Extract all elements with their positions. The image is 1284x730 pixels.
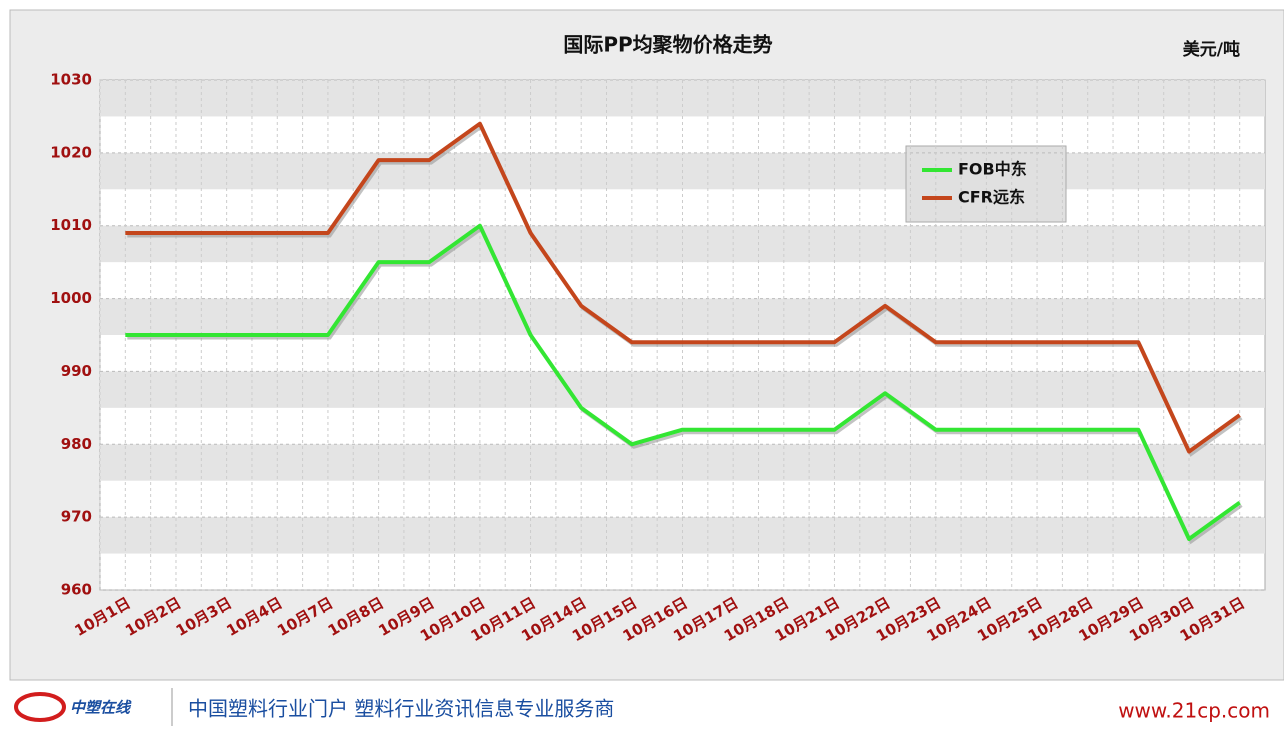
y-tick-label: 990 xyxy=(61,362,92,380)
grid-band xyxy=(100,517,1265,554)
chart-title: 国际PP均聚物价格走势 xyxy=(563,33,772,57)
line-shadow xyxy=(127,124,1243,457)
grid-band xyxy=(100,444,1265,481)
series-line xyxy=(125,223,1241,541)
y-tick-label: 970 xyxy=(61,508,92,526)
logo: 中塑在线 xyxy=(14,692,132,722)
unit-label: 美元/吨 xyxy=(1183,39,1240,60)
y-tick-label: 1010 xyxy=(50,216,92,234)
logo-text: 中塑在线 xyxy=(70,699,132,717)
legend-label: FOB中东 xyxy=(958,160,1027,179)
y-tick-label: 980 xyxy=(61,435,92,453)
logo-mark xyxy=(14,692,66,722)
y-tick-label: 1020 xyxy=(50,143,92,161)
series-line xyxy=(125,121,1241,454)
legend-label: CFR远东 xyxy=(958,188,1025,207)
y-tick-label: 960 xyxy=(61,581,92,599)
footer-url: www.21cp.com xyxy=(1118,699,1270,723)
footer xyxy=(0,681,1284,730)
y-tick-label: 1030 xyxy=(50,71,92,89)
grid-band xyxy=(100,371,1265,408)
y-tick-label: 1000 xyxy=(50,289,92,307)
footer-slogan: 中国塑料行业门户 塑料行业资讯信息专业服务商 xyxy=(188,697,614,721)
line-shadow xyxy=(127,226,1243,545)
